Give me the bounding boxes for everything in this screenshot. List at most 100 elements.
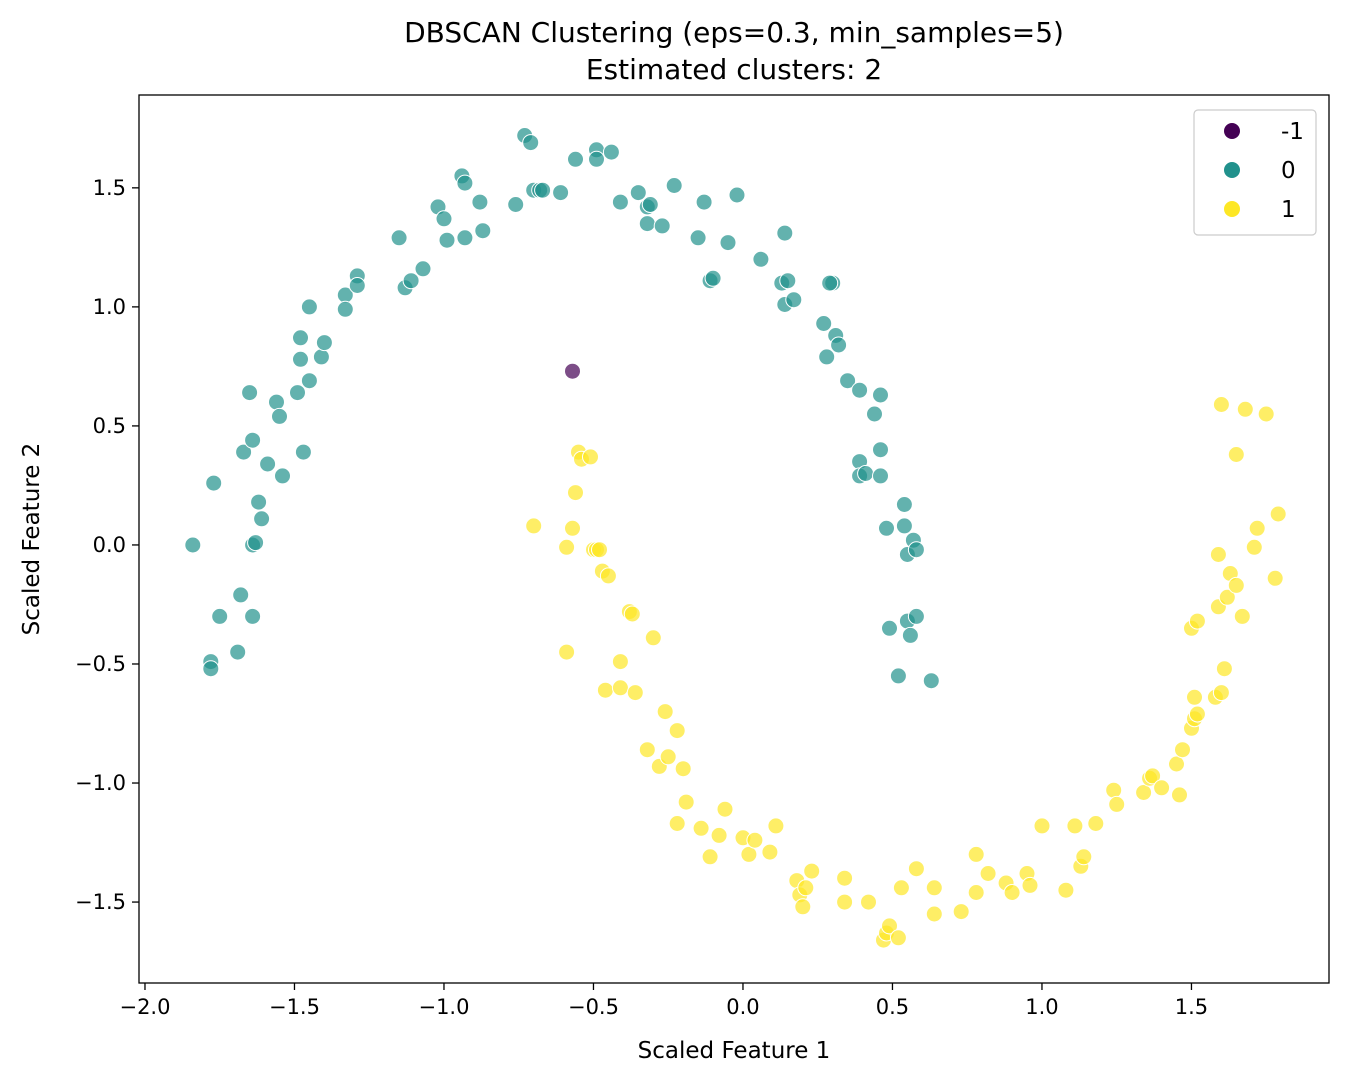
- cluster-1-point: [701, 848, 719, 866]
- cluster-0-point: [728, 186, 746, 204]
- cluster-1-point: [1212, 684, 1230, 702]
- cluster-1-point: [626, 684, 644, 702]
- cluster-1-point: [623, 605, 641, 623]
- cluster-0-point: [336, 300, 354, 318]
- cluster-0-point: [839, 372, 857, 390]
- cluster-0-point: [907, 541, 925, 559]
- cluster-0-point: [456, 174, 474, 192]
- cluster-0-point: [665, 177, 683, 194]
- cluster-0-point: [259, 455, 277, 473]
- chart-title: DBSCAN Clustering (eps=0.3, min_samples=…: [404, 16, 1064, 49]
- cluster-1-point: [659, 748, 677, 766]
- cluster-0-point: [704, 269, 722, 287]
- y-tick-label: 1.0: [93, 295, 126, 319]
- y-tick-label: −1.0: [75, 771, 126, 795]
- cluster-1-point: [564, 519, 581, 537]
- cluster-0-point: [294, 443, 312, 461]
- cluster-0-point: [830, 336, 848, 354]
- cluster-1-point: [644, 629, 662, 647]
- cluster-0-point: [402, 272, 420, 290]
- cluster-0-point: [229, 643, 247, 661]
- cluster-0-point: [881, 619, 898, 637]
- cluster-0-point: [289, 384, 306, 402]
- cluster-1-point: [1233, 607, 1251, 625]
- cluster-1-point: [1245, 538, 1263, 556]
- cluster-1-point: [611, 679, 629, 697]
- cluster-1-point: [611, 653, 629, 671]
- cluster-1-point: [1108, 795, 1126, 813]
- cluster-1-point: [1003, 884, 1021, 901]
- cluster-1-point: [1033, 817, 1051, 835]
- cluster-0-point: [815, 315, 833, 332]
- cluster-0-point: [438, 231, 456, 249]
- cluster-0-point: [641, 196, 659, 213]
- cluster-0-point: [507, 196, 525, 213]
- cluster-1-point: [656, 703, 674, 721]
- cluster-0-point: [588, 150, 605, 168]
- cluster-1-point: [979, 865, 997, 882]
- cluster-1-point: [558, 538, 576, 556]
- cluster-0-point: [907, 607, 925, 625]
- cluster-0-point: [315, 334, 333, 352]
- legend-label--1: -1: [1281, 119, 1304, 145]
- y-tick-label: 0.0: [93, 533, 126, 557]
- cluster-0-point: [638, 215, 656, 233]
- cluster-1-point: [1021, 876, 1039, 894]
- cluster-0-point: [312, 348, 330, 366]
- cluster-0-point: [184, 536, 202, 554]
- cluster-1-point: [1257, 405, 1275, 423]
- cluster-0-point: [851, 381, 869, 399]
- cluster-1-point: [1269, 505, 1287, 523]
- cluster-0-point: [471, 193, 489, 211]
- cluster-1-point: [925, 879, 943, 897]
- chart-subtitle: Estimated clusters: 2: [586, 53, 882, 86]
- cluster-1-point: [596, 681, 614, 699]
- cluster-1-point: [1209, 546, 1227, 563]
- cluster-1-point: [1153, 779, 1171, 797]
- cluster-0-point: [872, 441, 889, 459]
- y-axis-ticks: −1.5 −1.0 −0.5 0.0 0.5 1.0 1.5: [75, 176, 139, 914]
- x-tick-label: −1.5: [269, 995, 320, 1019]
- cluster-1-point: [836, 869, 854, 887]
- y-tick-label: 0.5: [93, 414, 126, 438]
- cluster-1-point: [1236, 400, 1254, 418]
- cluster-1-point: [674, 760, 692, 778]
- cluster-0-point: [292, 329, 309, 347]
- cluster-1-point: [967, 845, 985, 863]
- cluster-1-point: [1168, 755, 1185, 773]
- x-tick-label: −2.0: [119, 995, 170, 1019]
- cluster-1-point: [1087, 815, 1105, 832]
- plot-area: [138, 94, 1330, 984]
- cluster-0-point: [901, 626, 919, 644]
- cluster-1-point: [1057, 881, 1075, 899]
- legend: -1 0 1: [1193, 109, 1317, 236]
- cluster-1-point: [668, 722, 686, 740]
- cluster-0-point: [695, 193, 713, 211]
- x-tick-label: 1.5: [1175, 995, 1208, 1019]
- cluster-1-point: [1174, 741, 1191, 759]
- cluster-1-point: [1266, 569, 1284, 587]
- cluster-0-point: [719, 234, 737, 252]
- legend-label-1: 1: [1281, 197, 1296, 223]
- cluster-1-point: [1066, 817, 1084, 835]
- cluster-1-point: [892, 879, 910, 897]
- cluster-0-point: [300, 372, 318, 390]
- cluster-0-point: [752, 250, 770, 268]
- cluster-0-point: [895, 496, 913, 513]
- cluster-1-point: [925, 905, 943, 923]
- cluster-0-point: [653, 217, 671, 235]
- cluster-0-point: [895, 517, 913, 535]
- cluster-0-point: [300, 298, 318, 316]
- cluster-1-point: [1212, 396, 1230, 413]
- cluster-1-point: [967, 884, 985, 901]
- cluster-1-point: [1171, 786, 1188, 804]
- legend-box: [1193, 109, 1317, 236]
- cluster-1-point: [740, 845, 758, 863]
- cluster-1-point: [952, 903, 970, 921]
- cluster-0-point: [857, 465, 875, 482]
- cluster-1-point: [558, 643, 576, 661]
- x-tick-label: 0.0: [726, 995, 759, 1019]
- cluster-0-point: [348, 277, 366, 294]
- cluster-1-point: [761, 843, 779, 861]
